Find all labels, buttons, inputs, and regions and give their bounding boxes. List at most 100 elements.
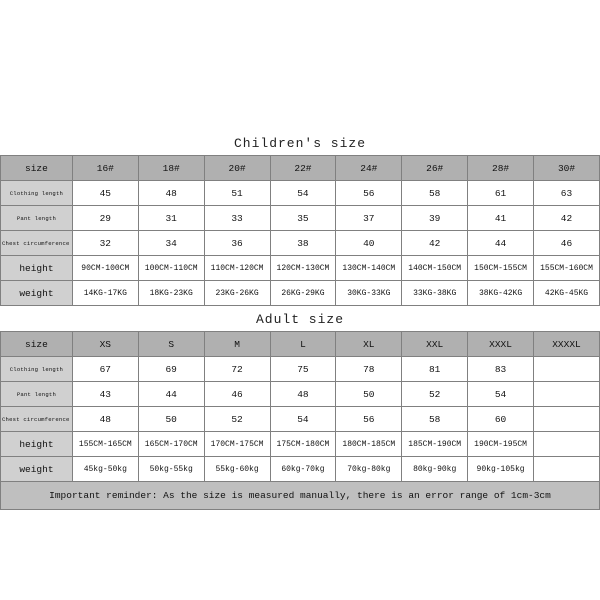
data-cell: 38KG-42KG [468,281,534,306]
size-cell: 22# [270,156,336,181]
data-cell: 56 [336,181,402,206]
data-cell: 54 [270,181,336,206]
data-cell: 100CM-110CM [138,256,204,281]
row-label-height: height [1,256,73,281]
data-cell: 150CM-155CM [468,256,534,281]
data-cell: 40 [336,231,402,256]
data-cell: 165CM-170CM [138,432,204,457]
row-label-pant-length: Pant length [1,206,73,231]
data-cell: 90CM-100CM [72,256,138,281]
data-cell: 37 [336,206,402,231]
data-cell: 42KG-45KG [534,281,600,306]
row-label-clothing-length: Clothing length [1,357,73,382]
data-cell: 33KG-38KG [402,281,468,306]
table-row: Clothing length 45 48 51 54 56 58 61 63 [1,181,600,206]
data-cell: 33 [204,206,270,231]
data-cell: 72 [204,357,270,382]
data-cell: 32 [72,231,138,256]
row-label-chest: Chest circumference 1/2 [1,231,73,256]
table-row: Pant length 29 31 33 35 37 39 41 42 [1,206,600,231]
row-label-clothing-length: Clothing length [1,181,73,206]
data-cell: 69 [138,357,204,382]
data-cell: 23KG-26KG [204,281,270,306]
col-header-size: size [1,332,73,357]
size-cell: 28# [468,156,534,181]
data-cell: 185CM-190CM [402,432,468,457]
size-cell: XXXL [468,332,534,357]
data-cell: 42 [402,231,468,256]
data-cell: 50 [138,407,204,432]
data-cell: 46 [204,382,270,407]
data-cell: 26KG-29KG [270,281,336,306]
table-row: size XS S M L XL XXL XXXL XXXXL [1,332,600,357]
data-cell: 80kg-90kg [402,457,468,482]
data-cell: 155CM-165CM [72,432,138,457]
table-row: height 90CM-100CM 100CM-110CM 110CM-120C… [1,256,600,281]
data-cell: 44 [138,382,204,407]
children-title: Children's size [0,130,600,155]
data-cell: 60 [468,407,534,432]
row-label-chest: Chest circumference 1/2 [1,407,73,432]
data-cell [534,407,600,432]
size-cell: 18# [138,156,204,181]
data-cell: 43 [72,382,138,407]
data-cell: 42 [534,206,600,231]
size-cell: 26# [402,156,468,181]
data-cell: 180CM-185CM [336,432,402,457]
data-cell: 70kg-80kg [336,457,402,482]
data-cell: 36 [204,231,270,256]
data-cell: 45 [72,181,138,206]
data-cell: 75 [270,357,336,382]
table-row: height 155CM-165CM 165CM-170CM 170CM-175… [1,432,600,457]
size-cell: 20# [204,156,270,181]
data-cell: 50kg-55kg [138,457,204,482]
reminder-note: Important reminder: As the size is measu… [0,482,600,510]
table-row: Pant length 43 44 46 48 50 52 54 [1,382,600,407]
data-cell: 130CM-140CM [336,256,402,281]
row-label-weight: weight [1,281,73,306]
data-cell: 63 [534,181,600,206]
adult-size-table: size XS S M L XL XXL XXXL XXXXL Clothing… [0,331,600,482]
adult-title: Adult size [0,306,600,331]
data-cell: 190CM-195CM [468,432,534,457]
data-cell: 90kg-105kg [468,457,534,482]
data-cell: 110CM-120CM [204,256,270,281]
data-cell [534,382,600,407]
data-cell: 55kg-60kg [204,457,270,482]
data-cell: 83 [468,357,534,382]
size-cell: XL [336,332,402,357]
data-cell: 175CM-180CM [270,432,336,457]
data-cell: 60kg-70kg [270,457,336,482]
data-cell [534,357,600,382]
data-cell: 38 [270,231,336,256]
size-cell: XS [72,332,138,357]
col-header-size: size [1,156,73,181]
data-cell: 34 [138,231,204,256]
data-cell: 54 [468,382,534,407]
table-row: weight 14KG-17KG 18KG-23KG 23KG-26KG 26K… [1,281,600,306]
data-cell: 48 [138,181,204,206]
data-cell: 46 [534,231,600,256]
row-label-weight: weight [1,457,73,482]
data-cell: 61 [468,181,534,206]
data-cell: 56 [336,407,402,432]
data-cell: 48 [72,407,138,432]
data-cell: 54 [270,407,336,432]
size-cell: 24# [336,156,402,181]
table-row: Chest circumference 1/2 48 50 52 54 56 5… [1,407,600,432]
data-cell: 140CM-150CM [402,256,468,281]
size-cell: 30# [534,156,600,181]
table-row: Chest circumference 1/2 32 34 36 38 40 4… [1,231,600,256]
size-chart-container: Children's size size 16# 18# 20# 22# 24#… [0,130,600,510]
row-label-pant-length: Pant length [1,382,73,407]
row-label-height: height [1,432,73,457]
data-cell: 44 [468,231,534,256]
data-cell: 35 [270,206,336,231]
children-size-table: size 16# 18# 20# 22# 24# 26# 28# 30# Clo… [0,155,600,306]
data-cell: 14KG-17KG [72,281,138,306]
data-cell: 51 [204,181,270,206]
size-cell: XXL [402,332,468,357]
size-cell: XXXXL [534,332,600,357]
size-cell: S [138,332,204,357]
data-cell: 48 [270,382,336,407]
